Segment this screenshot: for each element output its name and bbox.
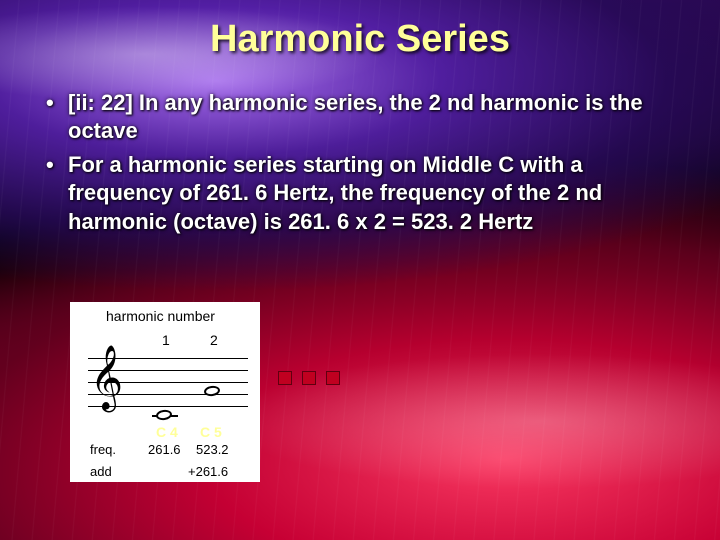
treble-clef-icon: 𝄞 [90,350,123,406]
dot-icon [326,371,340,385]
harmonic-number-1: 1 [162,332,170,348]
continuation-dots [278,371,340,385]
add-value: +261.6 [188,464,228,479]
slide-title: Harmonic Series [38,18,682,61]
harmonic-number-2: 2 [210,332,218,348]
frequency-label: freq. [90,442,116,457]
dot-icon [302,371,316,385]
harmonic-number-label: harmonic number [106,308,215,324]
music-notation-area: harmonic number 1 2 𝄞 C 4 C 5 freq. 261.… [70,302,340,482]
note-label-c4: C 4 [156,424,178,440]
frequency-value-1: 261.6 [148,442,181,457]
whole-note-c4 [155,409,172,421]
slide-content: Harmonic Series [ii: 22] In any harmonic… [0,0,720,540]
frequency-value-2: 523.2 [196,442,229,457]
music-notation-box: harmonic number 1 2 𝄞 C 4 C 5 freq. 261.… [70,302,260,482]
note-label-c5: C 5 [200,424,222,440]
dot-icon [278,371,292,385]
add-label: add [90,464,112,479]
bullet-item: [ii: 22] In any harmonic series, the 2 n… [46,89,682,145]
bullet-list: [ii: 22] In any harmonic series, the 2 n… [38,89,682,236]
bullet-item: For a harmonic series starting on Middle… [46,151,682,235]
